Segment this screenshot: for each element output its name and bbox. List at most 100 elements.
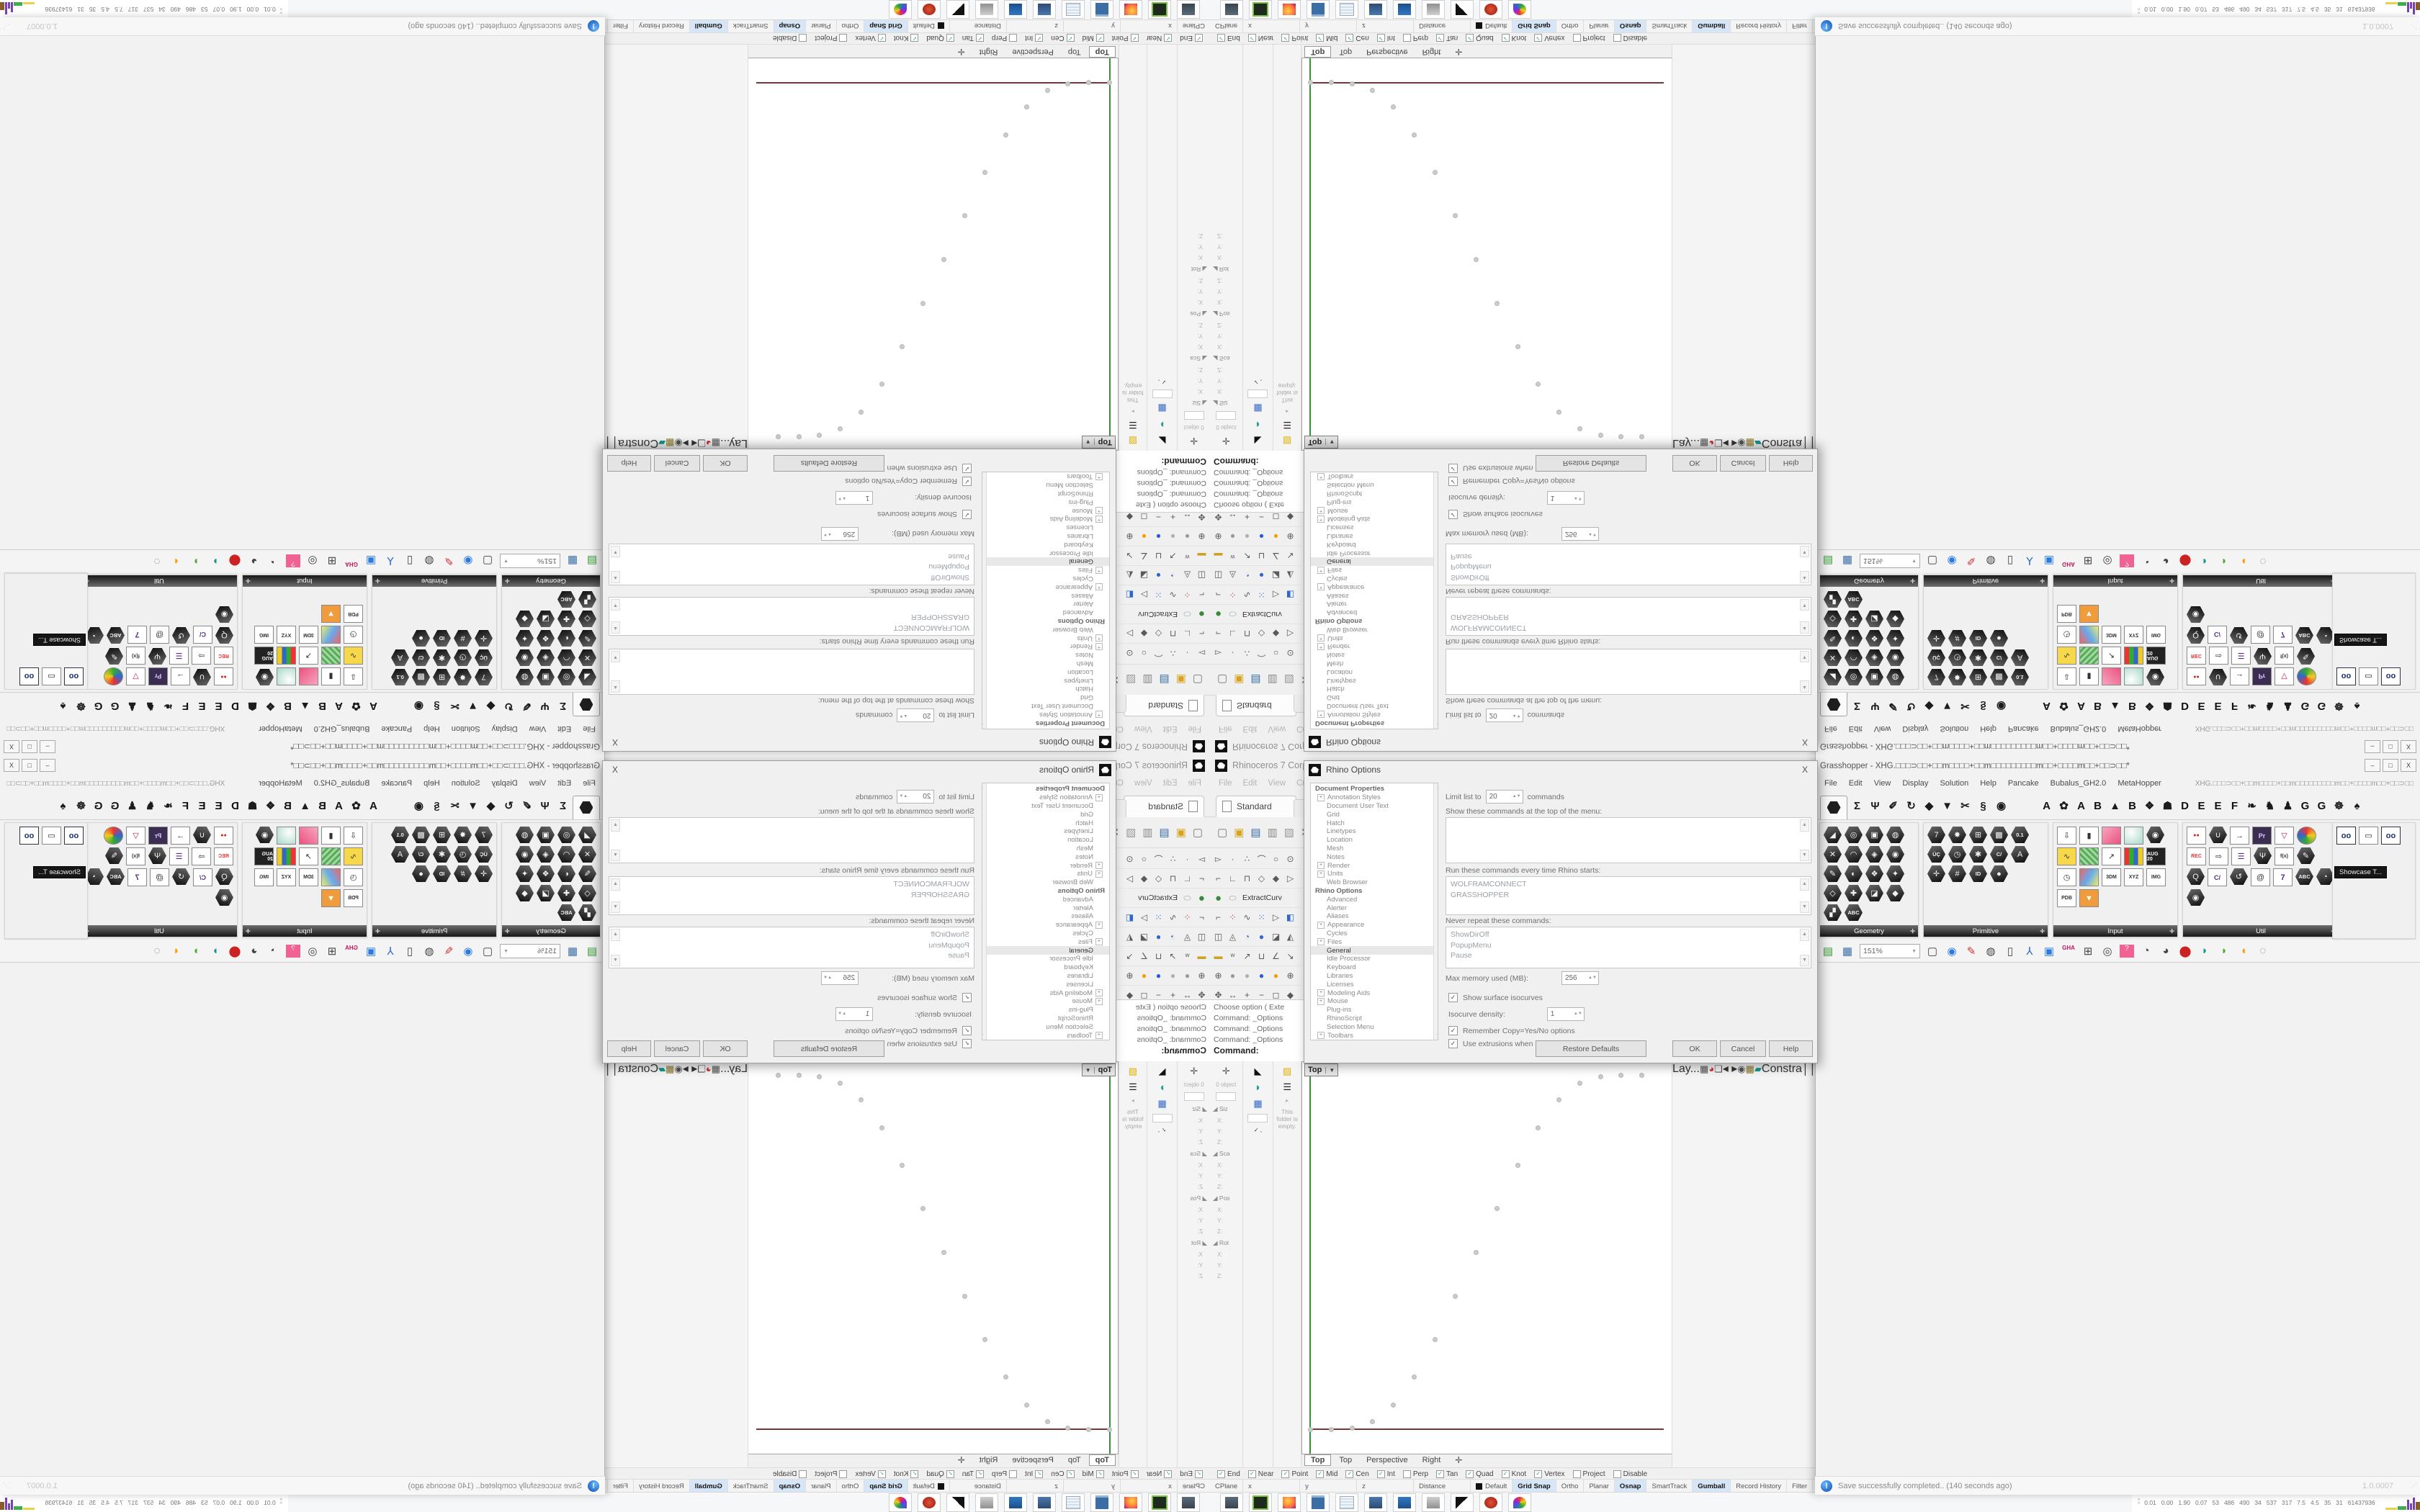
plugin-tab[interactable]: B xyxy=(2094,799,2102,812)
plugin-tab[interactable]: B xyxy=(2128,700,2136,713)
dock-panel-icon[interactable] xyxy=(1247,1114,1268,1122)
component-icon[interactable] xyxy=(104,827,123,845)
component-icon[interactable]: ÜÇ xyxy=(1927,649,1945,666)
status-cell[interactable]: CPlane xyxy=(1210,19,1244,32)
component-icon[interactable]: ◢ xyxy=(578,827,596,843)
tool-icon[interactable]: ⁙ xyxy=(1258,590,1265,600)
component-icon[interactable]: ▮ xyxy=(321,667,341,685)
boxedit-item[interactable]: Y: xyxy=(1217,377,1223,384)
component-icon[interactable]: # xyxy=(1948,865,1966,882)
category-tab-icon[interactable]: ◆ xyxy=(1924,800,1934,812)
boxedit-item[interactable]: ✛ xyxy=(1222,1066,1230,1076)
viewport-title-tab[interactable]: Top ▼ xyxy=(1304,436,1339,449)
close-icon[interactable]: X xyxy=(1801,737,1808,747)
tree-node[interactable]: Advanced xyxy=(1327,895,1358,904)
component-icon[interactable]: AUG 20 xyxy=(2146,847,2166,865)
status-cell[interactable]: z xyxy=(1005,19,1063,32)
viewport-title-tab[interactable]: Top ▼ xyxy=(1081,436,1116,449)
status-cell[interactable]: z xyxy=(1357,19,1415,32)
tree-node[interactable]: Mesh xyxy=(1327,844,1344,852)
component-icon[interactable]: 3DM xyxy=(299,868,318,886)
tree-node[interactable]: Libraries xyxy=(1327,532,1353,541)
component-icon[interactable]: oo xyxy=(19,827,39,845)
tree-node[interactable]: Libraries xyxy=(1327,971,1353,980)
tree-node[interactable]: Render xyxy=(982,642,1109,651)
toolbar-icon[interactable]: ▢ xyxy=(1192,673,1203,686)
tree-node[interactable]: Selection Menu xyxy=(1327,481,1374,490)
category-tab-icon[interactable]: ◉ xyxy=(413,800,424,812)
tree-node[interactable]: Units xyxy=(982,634,1109,642)
plugin-tab[interactable]: ☸ xyxy=(2334,700,2344,712)
rhino-menu-item[interactable]: Edit xyxy=(1162,724,1178,733)
component-icon[interactable]: ✸ xyxy=(454,669,472,685)
canvas-toolbar-icon[interactable]: ◕ xyxy=(251,945,258,957)
component-icon[interactable]: ◉ xyxy=(2146,827,2164,843)
component-icon[interactable]: ● xyxy=(1990,630,2008,647)
component-icon[interactable]: 0.1 xyxy=(391,827,409,843)
tab-params[interactable] xyxy=(573,795,600,819)
canvas-toolbar-icon[interactable]: ▦ xyxy=(1842,945,1853,958)
canvas-toolbar-icon[interactable]: ✎ xyxy=(444,945,454,958)
component-icon[interactable] xyxy=(321,868,341,886)
grasshopper-menu-item[interactable]: Display xyxy=(491,779,518,788)
component-icon[interactable]: ABC xyxy=(557,904,575,921)
tool-icon[interactable]: ⊕ xyxy=(1198,531,1206,541)
tool-icon[interactable]: ∟ xyxy=(1228,629,1237,639)
component-icon[interactable]: ◢ xyxy=(1824,827,1842,843)
component-icon[interactable]: ◉ xyxy=(2146,669,2164,685)
canvas-toolbar-icon[interactable]: ▢ xyxy=(1927,945,1938,958)
category-tab-icon[interactable]: § xyxy=(1980,799,1986,812)
component-icon[interactable]: ⊞ xyxy=(433,669,451,685)
component-icon[interactable]: ABC xyxy=(2295,868,2313,885)
tree-node[interactable]: Hatch xyxy=(1327,685,1345,693)
zoom-level-select[interactable]: 151% ▼ xyxy=(500,554,560,568)
component-icon[interactable]: ●● xyxy=(2187,827,2206,845)
palette-footer[interactable]: Geometry ✛ xyxy=(1820,925,1918,937)
tool-icon[interactable]: ◪ xyxy=(1139,932,1149,942)
component-icon[interactable]: ⊞ xyxy=(1969,669,1987,685)
tree-node[interactable]: RhinoScript xyxy=(1327,1014,1363,1022)
osnap-checkbox[interactable]: Vertex xyxy=(855,1470,886,1478)
component-icon[interactable]: ↺ xyxy=(172,627,190,644)
limit-input[interactable]: 20 ▲▼ xyxy=(1485,708,1523,722)
never-repeat-item[interactable]: PopupMenu xyxy=(928,562,969,572)
boxedit-item[interactable]: Z: xyxy=(1197,1184,1203,1190)
boxedit-item[interactable]: 0 object xyxy=(1183,1081,1204,1088)
component-icon[interactable]: ☰ xyxy=(2231,847,2251,865)
viewport-tab[interactable]: Perspective xyxy=(1366,48,1408,56)
component-icon[interactable]: ◉ xyxy=(516,846,534,863)
plugin-tab[interactable]: E xyxy=(2197,700,2205,713)
grasshopper-menu-item[interactable]: File xyxy=(1824,724,1837,733)
component-icon[interactable]: ✚ xyxy=(1845,611,1863,627)
canvas-toolbar-icon[interactable]: ⊞ xyxy=(327,554,337,567)
expand-icon[interactable] xyxy=(1317,473,1325,480)
run-commands-listbox[interactable]: WOLFRAMCONNECT GRASSHOPPER ▲ ▼ xyxy=(1446,876,1811,915)
component-icon[interactable]: A xyxy=(391,649,409,666)
viewport-title-tab[interactable]: Top ▼ xyxy=(1304,1063,1339,1076)
isocurves-checkbox[interactable]: Show surface isocurves xyxy=(877,510,972,519)
window-control-button[interactable]: – xyxy=(40,740,55,753)
component-icon[interactable]: ◍ xyxy=(1886,827,1904,843)
tool-icon[interactable]: ● xyxy=(1155,932,1162,942)
tree-node[interactable]: Mouse xyxy=(982,506,1109,515)
component-icon[interactable]: ▼ xyxy=(2079,889,2099,907)
component-icon[interactable]: oo xyxy=(2381,827,2401,845)
plugin-tab[interactable]: G xyxy=(2317,799,2326,812)
toolbar-icon[interactable]: ▢ xyxy=(1217,826,1228,839)
tool-icon[interactable]: ▷ xyxy=(1126,873,1134,883)
osnap-checkbox[interactable]: Vertex xyxy=(1534,34,1565,42)
category-tab-icon[interactable]: § xyxy=(434,799,440,812)
category-tab-icon[interactable]: ✂ xyxy=(1960,800,1970,812)
grasshopper-menu-item[interactable]: File xyxy=(1824,779,1837,788)
canvas-toolbar-icon[interactable]: ◎ xyxy=(2102,945,2112,958)
plugin-tab[interactable]: ❧ xyxy=(2247,700,2257,712)
category-tab-icon[interactable]: Σ xyxy=(560,799,567,812)
tool-icon[interactable]: ▬ xyxy=(1197,551,1206,561)
tool-icon[interactable]: ◭ xyxy=(1126,570,1134,580)
rhino-menu-item[interactable]: View xyxy=(1268,779,1286,788)
canvas-toolbar-icon[interactable]: ◔ xyxy=(2143,945,2150,957)
component-icon[interactable]: ⇨ xyxy=(2209,847,2228,865)
status-cell[interactable]: CPlane xyxy=(1176,19,1210,32)
osnap-checkbox[interactable]: Knot xyxy=(894,1470,919,1478)
tree-node[interactable]: Linetypes xyxy=(1327,827,1356,836)
